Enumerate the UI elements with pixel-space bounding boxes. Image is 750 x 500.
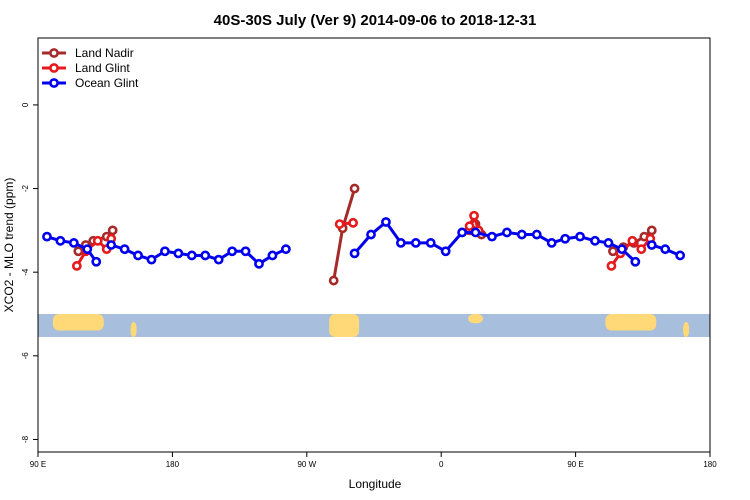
ocean-glint-point xyxy=(133,250,143,261)
new-zealand-land-repeat xyxy=(683,322,690,337)
ocean-glint-point xyxy=(42,231,52,242)
ocean-glint-point xyxy=(575,231,585,242)
chart-title: 40S-30S July (Ver 9) 2014-09-06 to 2018-… xyxy=(214,12,537,29)
series-ocean-glint xyxy=(42,217,686,269)
ocean-glint-point xyxy=(531,229,542,240)
ocean-glint-point xyxy=(590,235,600,246)
legend-label-land-glint: Land Glint xyxy=(75,61,130,75)
land-glint-point xyxy=(71,261,82,271)
ocean-glint-point xyxy=(349,248,360,259)
south-america-land xyxy=(329,314,360,337)
ocean-glint-point xyxy=(381,217,391,227)
new-zealand-land xyxy=(130,322,137,337)
ocean-glint-point xyxy=(173,248,184,259)
australia-land xyxy=(52,314,104,331)
ocean-glint-point xyxy=(91,256,102,267)
ocean-glint-point xyxy=(213,254,224,265)
ocean-glint-point xyxy=(106,240,117,250)
x-tick-label: 90 W xyxy=(297,460,316,469)
ocean-glint-point xyxy=(675,250,686,261)
ocean-glint-point xyxy=(603,238,614,248)
ocean-glint-point xyxy=(200,250,211,261)
ocean-glint-point xyxy=(146,254,157,265)
series-land-nadir xyxy=(73,183,657,286)
x-tick-label: 0 xyxy=(439,460,444,469)
x-tick-label: 90 E xyxy=(30,460,46,469)
ocean-glint-point xyxy=(470,227,481,238)
land-glint-point xyxy=(636,244,647,255)
ocean-glint-point xyxy=(646,240,657,250)
world-map-band xyxy=(38,314,710,337)
land-glint-point xyxy=(334,219,345,229)
ocean-glint-point xyxy=(560,233,571,244)
ocean-glint-point xyxy=(516,229,527,240)
legend-label-ocean-glint: Ocean Glint xyxy=(75,76,139,90)
y-axis-label: XCO2 - MLO trend (ppm) xyxy=(2,178,16,313)
ocean-band xyxy=(38,314,710,337)
plot-frame xyxy=(37,37,711,453)
ocean-glint-point xyxy=(267,250,278,261)
y-axis: 0 -2 -4 -6 -8 xyxy=(21,102,38,443)
ocean-glint-point xyxy=(410,238,421,248)
ocean-glint-point xyxy=(55,235,66,246)
ocean-glint-point xyxy=(68,238,79,248)
land-nadir-point xyxy=(349,183,360,194)
ocean-glint-point xyxy=(660,244,671,255)
ocean-glint-point xyxy=(119,244,130,255)
legend-marker-land-glint xyxy=(49,63,59,73)
ocean-glint-point xyxy=(630,256,641,267)
land-glint-point xyxy=(464,221,475,232)
legend-marker-land-nadir xyxy=(49,48,59,58)
ocean-glint-point xyxy=(425,238,436,248)
ocean-glint-point xyxy=(227,246,238,257)
y-tick-label: -8 xyxy=(21,435,30,443)
land-glint-point xyxy=(348,217,358,228)
x-axis: 90 E 180 90 W 0 90 E 180 xyxy=(30,452,717,469)
series-layer xyxy=(42,183,686,286)
ocean-glint-point xyxy=(616,244,627,255)
land-nadir-point xyxy=(107,225,118,236)
land-nadir-point xyxy=(646,225,657,236)
x-tick-label: 180 xyxy=(166,460,180,469)
africa-land xyxy=(468,314,484,324)
ocean-glint-point xyxy=(502,227,512,238)
legend-label-land-nadir: Land Nadir xyxy=(75,46,134,60)
land-glint-point xyxy=(469,210,479,221)
legend-marker-ocean-glint xyxy=(49,78,59,88)
y-tick-label: -2 xyxy=(21,184,30,192)
ocean-glint-point xyxy=(440,246,451,257)
y-tick-label: -4 xyxy=(21,268,30,276)
x-axis-label: Longitude xyxy=(349,477,402,491)
ocean-glint-point xyxy=(546,238,557,248)
land-glint-point xyxy=(627,235,638,246)
ocean-glint-point xyxy=(186,250,197,261)
land-nadir-line xyxy=(332,188,357,281)
ocean-glint-point xyxy=(240,246,251,257)
ocean-glint-point xyxy=(366,229,376,240)
australia-land-repeat xyxy=(605,314,657,331)
x-tick-label: 90 E xyxy=(567,460,583,469)
ocean-glint-point xyxy=(280,244,291,255)
ocean-glint-point xyxy=(487,231,497,242)
ocean-glint-point xyxy=(254,258,264,269)
ocean-glint-point xyxy=(160,246,170,257)
x-tick-label: 180 xyxy=(703,460,717,469)
land-nadir-point xyxy=(608,246,618,257)
y-tick-label: -6 xyxy=(21,352,30,360)
land-glint-point xyxy=(606,261,617,271)
ocean-glint-point xyxy=(82,244,93,255)
land-nadir-point xyxy=(73,246,84,257)
land-nadir-point xyxy=(328,275,339,286)
ocean-glint-point xyxy=(457,227,468,238)
ocean-glint-point xyxy=(395,238,406,248)
land-glint-point xyxy=(92,235,103,246)
y-tick-label: 0 xyxy=(21,102,30,107)
